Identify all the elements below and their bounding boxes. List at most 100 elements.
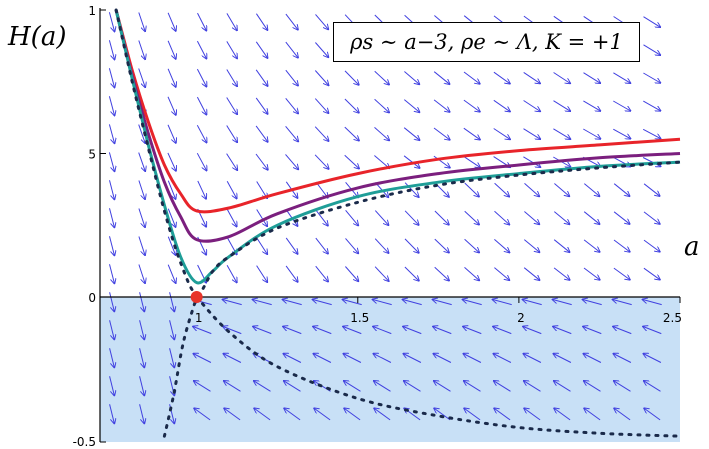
field-arrow	[643, 354, 662, 363]
field-arrow	[254, 381, 271, 392]
field-arrow	[224, 381, 241, 392]
field-arrow	[583, 354, 602, 363]
field-arrow	[345, 209, 359, 225]
field-arrow	[614, 381, 631, 392]
separatrix-upper	[114, 8, 682, 296]
field-arrow	[226, 125, 238, 143]
field-arrow	[167, 12, 176, 31]
field-arrow	[138, 208, 145, 228]
field-arrow	[169, 348, 175, 367]
field-arrow	[583, 100, 600, 111]
field-arrow	[494, 210, 510, 224]
field-arrow	[433, 127, 450, 140]
field-arrow	[404, 210, 419, 225]
field-arrow	[253, 326, 272, 335]
field-arrow	[256, 265, 268, 283]
field-arrow	[139, 376, 145, 395]
field-arrow	[345, 238, 359, 253]
field-arrow	[373, 354, 392, 363]
field-arrow	[109, 292, 115, 311]
solution-curves	[114, 8, 682, 438]
separatrix-lower-right	[195, 295, 682, 438]
field-arrow	[404, 238, 419, 253]
field-arrow	[138, 152, 146, 172]
tick-label: 0	[88, 291, 96, 305]
field-arrow	[552, 299, 572, 306]
field-arrow	[344, 408, 361, 421]
field-arrow	[193, 354, 212, 363]
field-arrow	[463, 326, 482, 335]
field-arrow	[612, 299, 632, 306]
field-arrow	[255, 153, 268, 170]
field-arrow	[255, 13, 267, 31]
field-arrow	[583, 183, 599, 197]
field-arrow	[464, 238, 480, 252]
field-arrow	[494, 381, 511, 392]
field-arrow	[196, 124, 206, 143]
field-arrow	[494, 408, 511, 421]
field-arrow	[614, 408, 631, 421]
field-arrow	[433, 71, 450, 85]
field-arrow	[196, 40, 206, 59]
field-arrow	[139, 320, 145, 339]
negative-h-region	[100, 297, 680, 442]
field-arrow	[493, 326, 512, 335]
field-arrow	[643, 72, 660, 83]
field-arrow	[285, 41, 298, 58]
field-arrow	[194, 381, 211, 392]
field-arrow	[255, 97, 268, 114]
field-arrow	[255, 41, 267, 58]
field-arrow	[553, 72, 571, 84]
field-arrow	[313, 326, 332, 335]
field-arrow	[226, 97, 238, 115]
field-arrow	[196, 68, 206, 87]
field-arrow	[285, 237, 298, 254]
field-arrow	[524, 183, 540, 196]
critical-point-marker	[190, 291, 203, 303]
field-arrow	[464, 182, 479, 197]
field-arrow	[285, 265, 298, 282]
field-arrow	[643, 100, 660, 111]
field-arrow	[583, 211, 600, 225]
field-arrow	[314, 154, 329, 169]
field-arrow	[524, 211, 539, 225]
field-arrow	[492, 299, 512, 306]
field-arrow	[138, 236, 145, 256]
field-arrow	[553, 128, 570, 139]
field-arrow	[169, 292, 175, 311]
field-arrow	[493, 128, 511, 140]
separatrix-lower-left	[162, 295, 199, 438]
field-arrow	[613, 183, 630, 197]
field-arrow	[314, 98, 328, 114]
tick-label: 1.5	[350, 311, 369, 325]
field-arrow	[314, 70, 328, 86]
field-arrow	[108, 124, 114, 143]
field-arrow	[494, 267, 509, 281]
field-arrow	[109, 348, 115, 367]
field-arrow	[523, 239, 539, 253]
field-arrow	[167, 40, 176, 59]
field-arrow	[197, 180, 206, 199]
field-arrow	[643, 267, 660, 280]
field-arrow	[464, 267, 480, 280]
y-axis-label: H(a)	[8, 22, 67, 52]
tick-label: -0.5	[73, 435, 96, 449]
field-arrow	[256, 237, 268, 255]
field-arrow	[315, 265, 329, 282]
field-arrow	[342, 299, 362, 306]
field-arrow	[138, 264, 145, 284]
field-arrow	[313, 354, 332, 363]
field-arrow	[463, 354, 482, 363]
field-arrow	[282, 299, 302, 306]
field-arrow	[403, 354, 422, 363]
field-arrow	[493, 354, 512, 363]
field-arrow	[167, 96, 176, 115]
field-arrow	[256, 209, 268, 227]
field-arrow	[374, 408, 391, 421]
field-arrow	[582, 299, 602, 306]
field-arrow	[138, 124, 146, 144]
field-arrow	[138, 68, 146, 88]
field-arrow	[226, 13, 237, 30]
field-arrow	[493, 71, 510, 84]
